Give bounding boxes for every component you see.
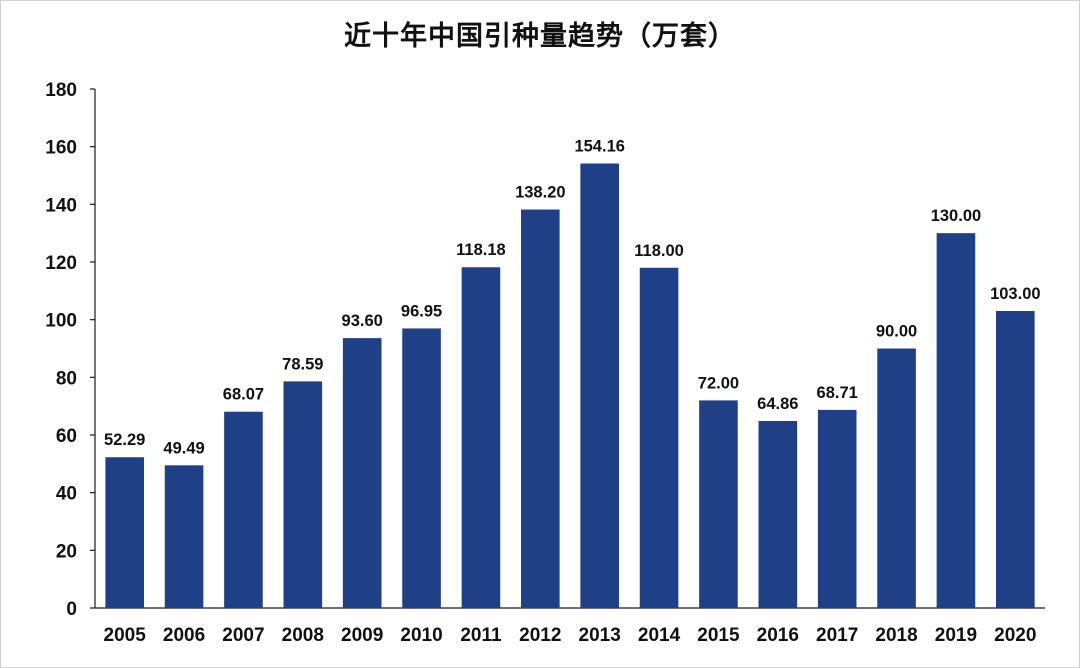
bar [521,209,560,609]
x-tick-label: 2017 [816,625,858,646]
x-tick-label: 2008 [282,625,324,646]
y-tick-label: 0 [66,599,77,620]
data-label: 90.00 [876,323,917,341]
data-label: 93.60 [342,312,383,330]
x-tick-label: 2020 [994,625,1036,646]
x-tick-label: 2013 [579,625,621,646]
data-label: 72.00 [698,374,739,392]
data-label: 68.07 [223,386,264,404]
data-label: 130.00 [931,207,981,225]
bars [105,163,1035,609]
x-axis: 2005 2006 2007 2008 2009 2010 2011 2012 2013 2014… [95,607,1045,646]
y-axis: 0 20 40 60 80 100 120 140 160 180 [45,80,96,620]
bar [699,400,738,608]
data-label: 52.29 [104,431,145,449]
bar [580,163,619,608]
data-label: 68.71 [817,384,858,402]
y-tick-label: 80 [56,368,77,389]
x-tick-label: 2010 [400,625,442,646]
y-tick-label: 140 [45,195,77,216]
y-tick-label: 20 [56,541,77,562]
bar [224,411,263,608]
x-tick-label: 2005 [104,625,147,646]
bar [283,381,323,608]
bar [817,409,857,608]
x-tick-label: 2011 [460,625,502,646]
x-tick-label: 2019 [935,625,977,646]
bar [936,233,976,608]
y-tick-label: 100 [45,311,77,332]
data-label: 78.59 [282,355,323,373]
data-label: 96.95 [401,302,442,320]
bar [402,328,441,608]
x-tick-label: 2016 [757,625,799,646]
data-label: 49.49 [163,439,204,457]
data-label: 103.00 [990,285,1040,303]
data-label: 118.00 [634,242,684,260]
x-tick-label: 2006 [163,625,205,646]
x-tick-label: 2007 [222,625,264,646]
y-tick-label: 180 [45,80,77,101]
bar [639,267,679,608]
x-tick-label: 2009 [341,625,383,646]
x-tick-label: 2012 [519,625,561,646]
data-label: 138.20 [515,184,565,202]
data-labels: 52.29 49.49 68.07 78.59 93.60 96.95 118.18 138.… [104,138,1041,458]
bar [105,457,144,608]
data-label: 118.18 [456,241,506,259]
x-tick-label: 2014 [638,625,681,646]
data-label: 154.16 [574,138,624,156]
data-label: 64.86 [757,395,798,413]
bar [758,420,798,608]
bar [877,348,916,608]
y-tick-label: 160 [45,138,77,159]
bar [461,267,501,608]
bar [164,465,204,608]
x-tick-label: 2018 [875,625,917,646]
y-tick-label: 40 [56,484,77,505]
y-tick-label: 60 [56,426,77,447]
y-tick-label: 120 [45,253,77,274]
x-tick-label: 2015 [697,625,740,646]
chart-title: 近十年中国引种量趋势（万套） [344,21,736,52]
bar [342,338,382,608]
bar [996,311,1035,608]
